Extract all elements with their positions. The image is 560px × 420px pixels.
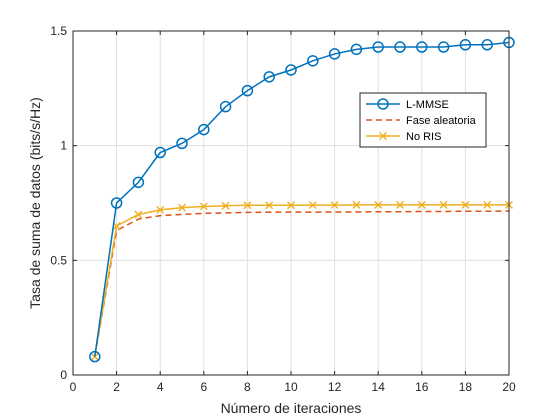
series-line (94, 41, 510, 357)
y-tick-label: 1.5 (50, 24, 67, 38)
data-point (285, 64, 297, 76)
y-tick-label: 1 (60, 139, 67, 153)
data-point (417, 200, 426, 209)
data-point (328, 48, 341, 60)
axis-ticks: 0 2 4 6 8 10 12 14 16 18 20 0 0.5 1 1.5 (50, 24, 516, 394)
data-point (156, 205, 165, 214)
legend-label: No RIS (406, 131, 441, 143)
x-tick-label: 12 (328, 380, 342, 394)
x-tick-label: 16 (415, 380, 429, 394)
series-l-mmse (89, 36, 515, 363)
data-point (134, 210, 143, 219)
data-point (263, 71, 275, 83)
x-tick-label: 20 (502, 380, 516, 394)
data-point (308, 201, 317, 210)
legend-label: L-MMSE (406, 99, 449, 111)
data-point (352, 200, 361, 209)
data-point (330, 201, 339, 210)
legend: L-MMSE Fase aleatoria No RIS (359, 92, 487, 148)
x-tick-label: 6 (200, 380, 207, 394)
y-tick-label: 0 (60, 368, 67, 382)
data-point (394, 41, 406, 53)
data-point (481, 39, 493, 51)
data-point (416, 41, 428, 53)
data-point (219, 100, 232, 113)
x-tick-label: 8 (244, 380, 251, 394)
x-tick-label: 2 (113, 380, 120, 394)
data-point (241, 84, 254, 97)
series-line (94, 210, 510, 357)
series-layer (89, 36, 515, 363)
x-tick-label: 10 (284, 380, 298, 394)
data-point (265, 201, 274, 210)
data-point (132, 176, 145, 189)
data-point (483, 200, 492, 209)
data-point (437, 41, 450, 53)
data-point (287, 201, 295, 210)
data-point (350, 43, 363, 56)
x-tick-label: 14 (372, 380, 386, 394)
data-point (461, 200, 470, 209)
y-tick-label: 0.5 (50, 253, 67, 267)
data-point (372, 41, 384, 53)
data-point (459, 39, 472, 51)
series-line (94, 204, 509, 357)
data-point (396, 200, 404, 209)
legend-item: No RIS (366, 131, 441, 143)
data-point (198, 123, 210, 136)
data-point (439, 200, 448, 209)
x-tick-label: 0 (70, 380, 77, 394)
data-point (178, 203, 186, 212)
data-point (110, 197, 123, 209)
data-point (221, 201, 230, 210)
legend-item: Fase aleatoria (366, 115, 477, 127)
data-point (89, 350, 101, 363)
legend-marker (377, 98, 389, 110)
legend-label: Fase aleatoria (406, 115, 477, 127)
legend-marker (379, 132, 387, 140)
data-point (199, 202, 208, 211)
x-axis-label: Número de iteraciones (221, 400, 362, 416)
data-point (307, 55, 319, 67)
series-fase-aleatoria (94, 210, 510, 357)
data-point (243, 201, 252, 210)
data-point (154, 146, 166, 159)
data-point (374, 200, 383, 209)
legend-item: L-MMSE (366, 98, 449, 111)
x-tick-label: 4 (157, 380, 164, 394)
data-point (176, 137, 188, 150)
x-tick-label: 18 (459, 380, 473, 394)
y-axis-label: Tasa de suma de datos (bits/s/Hz) (27, 97, 43, 309)
